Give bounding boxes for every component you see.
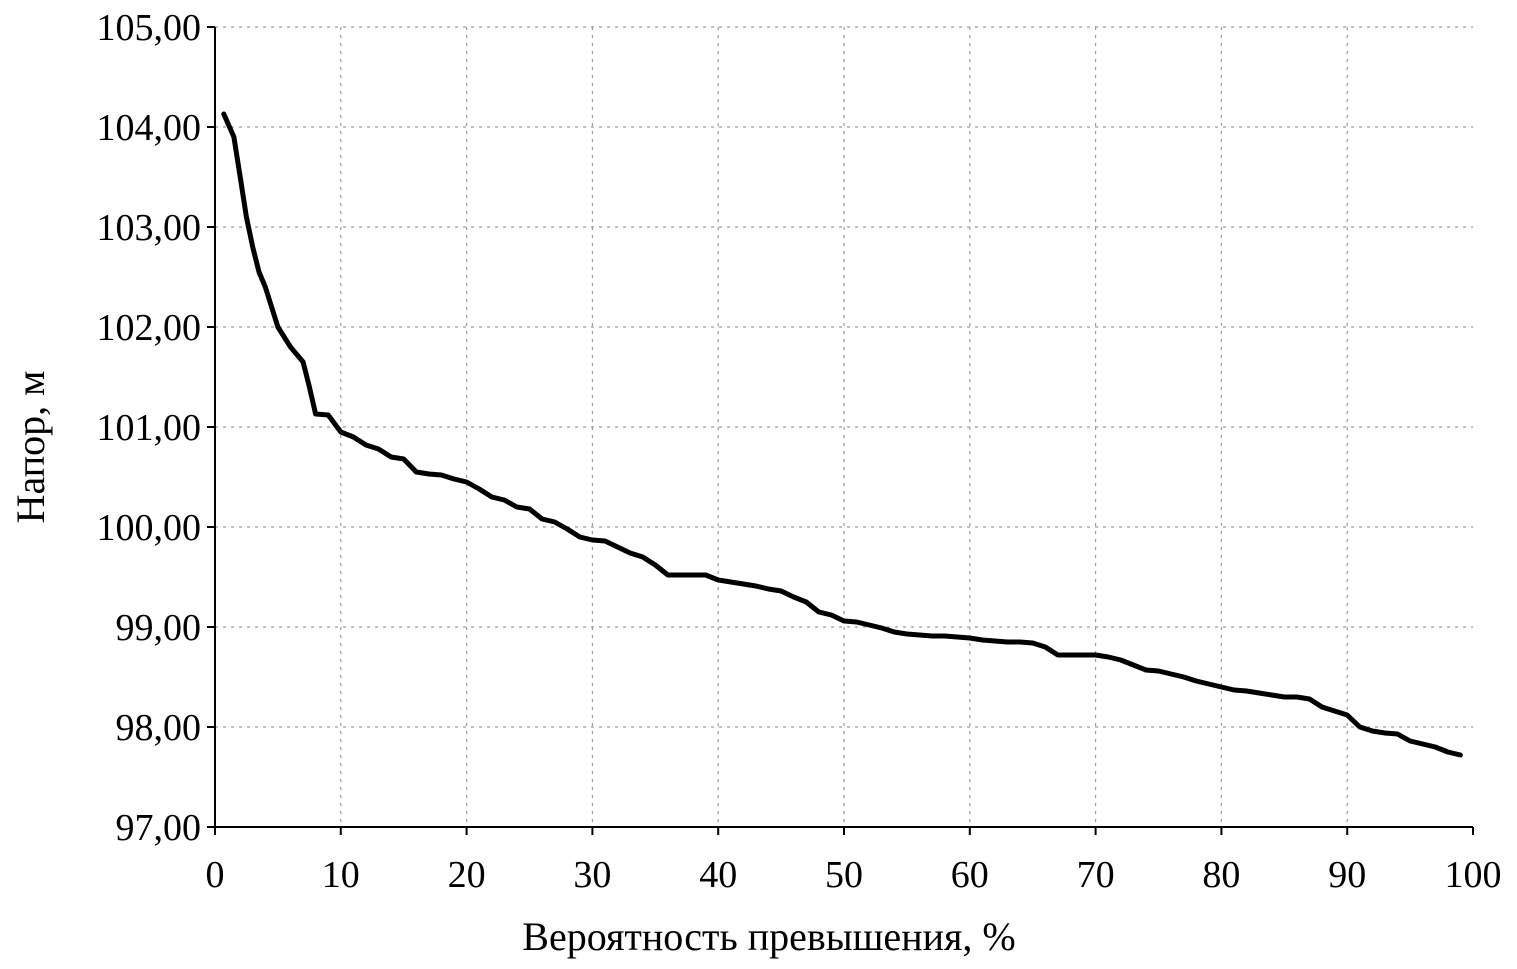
x-tick-label: 100 <box>1445 854 1502 896</box>
series-line <box>221 111 1463 758</box>
y-tick-label: 104,00 <box>97 107 202 149</box>
y-tick-label: 102,00 <box>97 307 202 349</box>
y-tick-label: 105,00 <box>97 7 202 49</box>
x-tick-label: 40 <box>699 854 737 896</box>
y-axis-tick-labels: 97,00 98,00 99,00 100,00 101,00 102,00 103,00 1… <box>97 7 202 849</box>
y-tick-label: 101,00 <box>97 407 202 449</box>
x-tick-label: 50 <box>825 854 863 896</box>
x-tick-label: 60 <box>951 854 989 896</box>
y-tick-label: 97,00 <box>116 807 202 849</box>
x-tick-label: 80 <box>1202 854 1240 896</box>
y-tick-label: 98,00 <box>116 707 202 749</box>
y-tick-label: 99,00 <box>116 607 202 649</box>
x-tick-label: 0 <box>206 854 225 896</box>
x-tick-label: 20 <box>448 854 486 896</box>
x-axis-title: Вероятность превышения, % <box>522 914 1015 959</box>
x-tick-label: 90 <box>1328 854 1366 896</box>
series-layer <box>221 111 1463 758</box>
x-tick-label: 70 <box>1077 854 1115 896</box>
gridlines <box>215 26 1473 827</box>
y-axis-title: Напор, м <box>8 371 53 524</box>
y-tick-label: 103,00 <box>97 207 202 249</box>
x-tick-label: 10 <box>322 854 360 896</box>
y-tick-label: 100,00 <box>97 507 202 549</box>
axes <box>207 26 1474 835</box>
x-axis-tick-labels: 0 10 20 30 40 50 60 70 80 90 100 <box>206 854 1502 896</box>
x-tick-label: 30 <box>573 854 611 896</box>
